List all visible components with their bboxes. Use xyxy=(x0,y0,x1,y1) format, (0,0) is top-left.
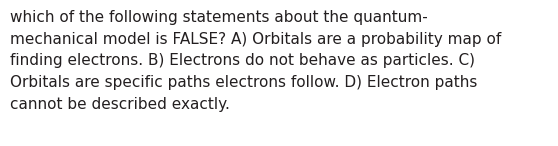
Text: which of the following statements about the quantum-
mechanical model is FALSE? : which of the following statements about … xyxy=(10,10,501,112)
